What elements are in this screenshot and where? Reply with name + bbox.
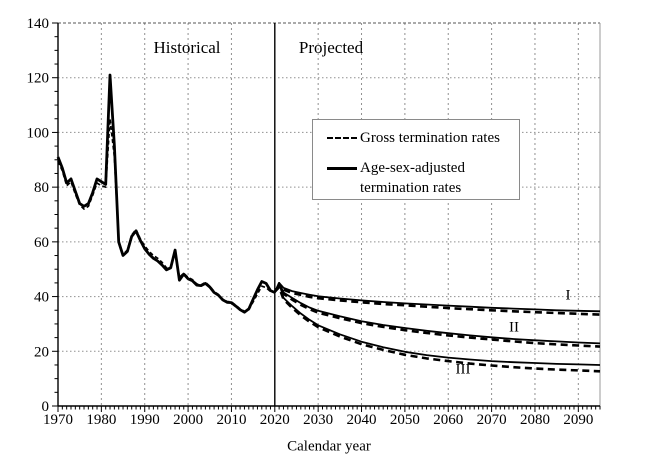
x-tick-label: 2030 (303, 412, 333, 428)
y-tick-label: 0 (42, 399, 50, 415)
series-historical-gross (57, 117, 275, 313)
x-tick-label: 2040 (347, 412, 377, 428)
scenario-label-II: II (509, 319, 519, 336)
y-tick-label: 140 (27, 16, 50, 32)
x-tick-label: 2010 (216, 412, 246, 428)
series-historical-adjusted (56, 73, 276, 314)
x-tick-label: 1990 (130, 412, 160, 428)
y-tick-label: 100 (27, 125, 50, 141)
dashed-line-sample (327, 137, 357, 139)
x-tick-label: 2000 (173, 412, 203, 428)
series-projection-I-adjusted (273, 281, 601, 313)
x-tick-label: 2070 (477, 412, 507, 428)
legend-label-adjusted: Age-sex-adjusted termination rates (360, 159, 465, 196)
scenario-label-I: I (565, 287, 571, 304)
series-projection-II-gross (273, 285, 601, 348)
projected-region-label: Projected (298, 38, 364, 57)
legend: Gross termination rates Age-sex-adjusted… (312, 119, 520, 200)
x-tick-label: 2050 (390, 412, 420, 428)
historical-region-label: Historical (153, 38, 221, 57)
x-tick-label: 2020 (260, 412, 290, 428)
legend-item-gross: Gross termination rates (327, 129, 515, 149)
y-tick-label: 40 (34, 290, 49, 306)
x-tick-label: 2080 (520, 412, 550, 428)
series-projection-III-gross (273, 285, 601, 373)
x-tick-label: 2060 (433, 412, 463, 428)
series-projection-II-adjusted (273, 281, 601, 345)
series-projection-III-adjusted (273, 281, 601, 366)
scenario-label-III: III (455, 361, 471, 378)
y-tick-label: 20 (34, 344, 49, 360)
legend-label-gross: Gross termination rates (360, 130, 500, 146)
solid-line-sample (327, 166, 357, 170)
y-tick-label: 80 (34, 180, 49, 196)
legend-item-adjusted: Age-sex-adjusted termination rates (327, 159, 515, 199)
x-axis-title: Calendar year (287, 438, 371, 455)
x-tick-label: 1970 (43, 412, 73, 428)
y-tick-label: 120 (27, 71, 50, 87)
x-tick-label: 2090 (563, 412, 593, 428)
x-tick-label: 1980 (86, 412, 116, 428)
y-tick-label: 60 (34, 235, 49, 251)
